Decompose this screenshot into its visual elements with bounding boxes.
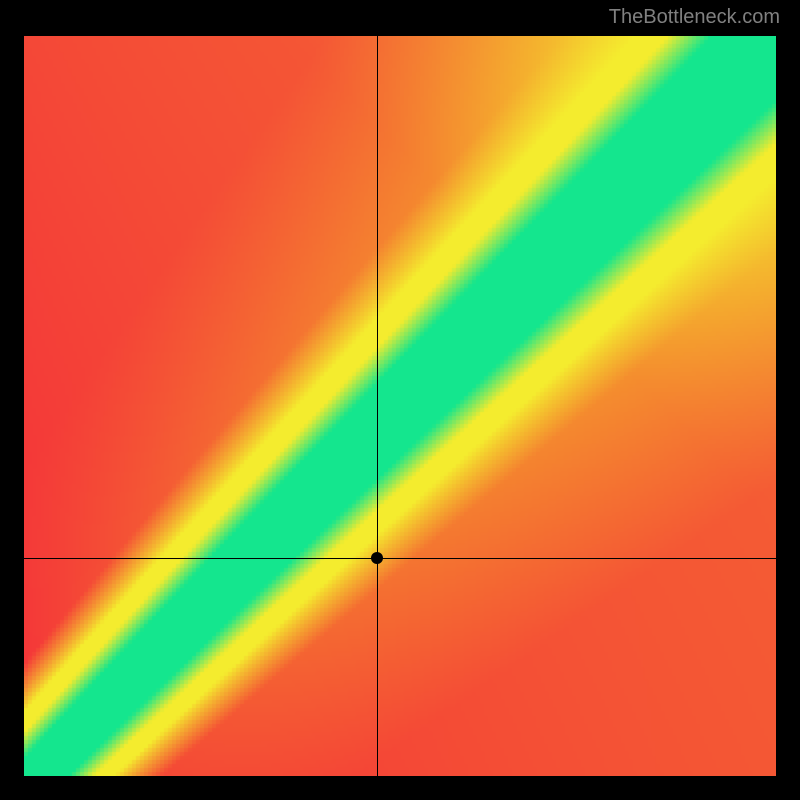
watermark: TheBottleneck.com xyxy=(609,6,780,29)
crosshair-horizontal xyxy=(24,558,776,559)
heatmap-chart xyxy=(24,36,776,776)
data-point-marker xyxy=(371,552,383,564)
crosshair-vertical xyxy=(377,36,378,776)
heatmap-canvas xyxy=(24,36,776,776)
